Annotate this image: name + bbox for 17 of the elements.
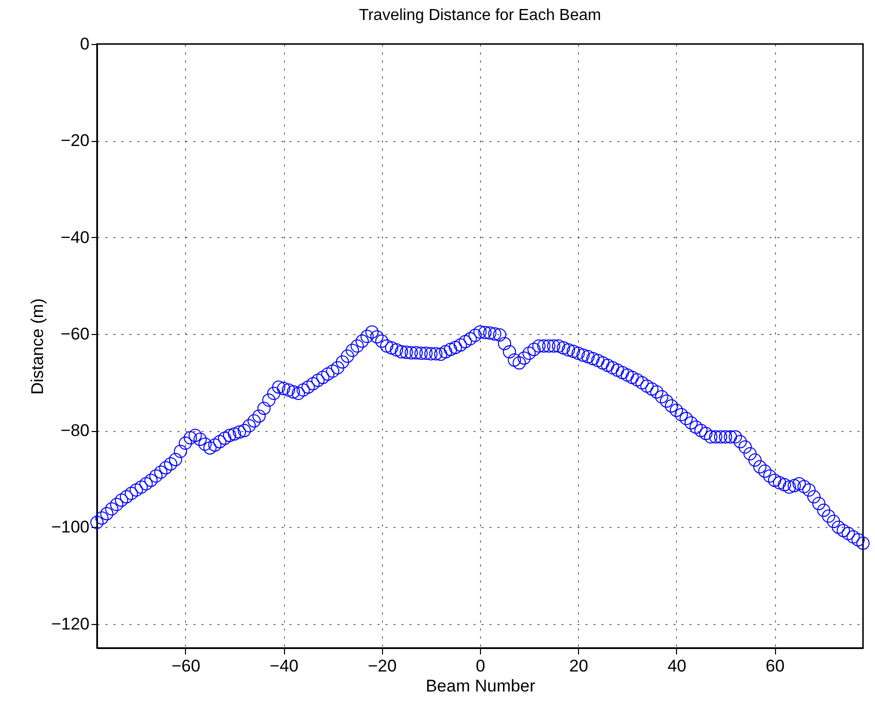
y-axis-title: Distance (m)	[28, 298, 48, 395]
x-tick-label: 40	[667, 656, 686, 676]
chart-title: Traveling Distance for Each Beam	[358, 7, 602, 24]
x-tick-label: −40	[270, 656, 299, 676]
x-tick-label: 60	[766, 656, 785, 676]
x-tick-label: 20	[569, 656, 588, 676]
y-tick-label: −20	[60, 131, 90, 150]
y-tick-label: −100	[51, 518, 90, 537]
x-tick-label: 0	[476, 656, 486, 676]
y-tick-label: −80	[60, 421, 90, 440]
y-tick-label: −120	[51, 614, 90, 634]
y-tick-label: −60	[60, 324, 90, 344]
x-axis-title: Beam Number	[426, 676, 536, 696]
y-tick-label: −40	[60, 228, 90, 247]
x-tick-label: −60	[171, 656, 200, 676]
y-tick-label: 0	[80, 34, 90, 54]
x-tick-label: −20	[368, 656, 397, 676]
